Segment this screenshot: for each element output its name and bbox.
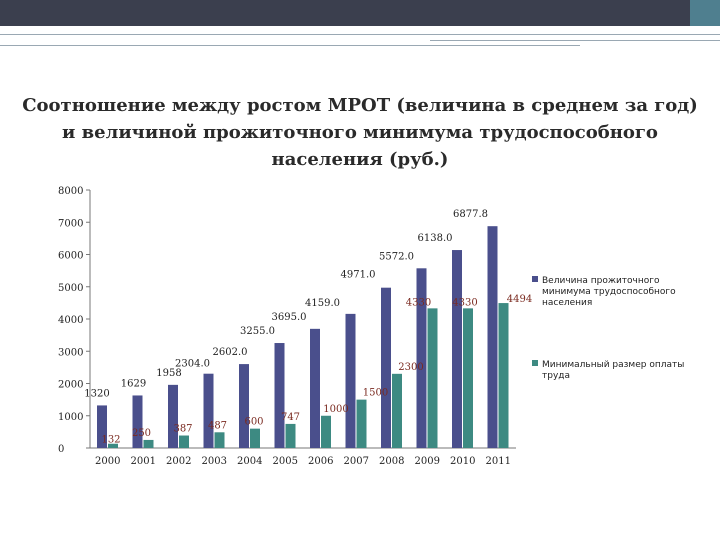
data-label-subsistence-minimum: 2304.0 — [175, 359, 210, 370]
bar-subsistence-minimum — [97, 405, 107, 448]
y-tick-label: 7000 — [58, 218, 83, 229]
legend-label-subsistence-minimum: населения — [542, 298, 592, 308]
data-label-minimum-wage: 387 — [173, 424, 192, 435]
legend-label-minimum-wage: Минимальный размер оплаты — [542, 360, 684, 370]
x-tick-label: 2001 — [131, 456, 156, 467]
x-tick-label: 2006 — [308, 456, 333, 467]
x-tick-label: 2008 — [379, 456, 404, 467]
legend-swatch-subsistence-minimum — [532, 276, 538, 282]
data-label-subsistence-minimum: 3695.0 — [272, 312, 307, 323]
data-label-subsistence-minimum: 1958 — [156, 368, 181, 379]
data-label-minimum-wage: 1500 — [363, 388, 388, 399]
y-tick-label: 4000 — [58, 315, 83, 326]
bar-subsistence-minimum — [274, 343, 285, 448]
bar-minimum-wage — [214, 432, 225, 448]
bar-subsistence-minimum — [168, 384, 178, 448]
bar-subsistence-minimum — [487, 226, 498, 448]
x-tick-label: 2004 — [237, 456, 262, 467]
bar-subsistence-minimum — [239, 364, 249, 448]
data-label-minimum-wage: 250 — [132, 428, 151, 439]
data-label-minimum-wage: 4494 — [507, 294, 532, 305]
bar-minimum-wage — [463, 308, 473, 448]
data-label-subsistence-minimum: 2602.0 — [213, 347, 248, 358]
data-label-subsistence-minimum: 6877.8 — [453, 209, 488, 220]
bar-subsistence-minimum — [381, 287, 391, 448]
chart-title: Соотношение между ростом МРОТ (величина … — [22, 95, 698, 170]
top-banner — [0, 0, 720, 26]
data-label-subsistence-minimum: 4971.0 — [341, 270, 376, 281]
decor-line-2 — [430, 40, 720, 41]
y-tick-label: 5000 — [58, 283, 83, 294]
x-tick-label: 2000 — [95, 456, 120, 467]
bar-subsistence-minimum — [310, 328, 320, 448]
data-label-subsistence-minimum: 1629 — [121, 378, 146, 389]
data-label-subsistence-minimum: 4159.0 — [305, 298, 340, 309]
bar-subsistence-minimum — [452, 250, 462, 448]
data-label-minimum-wage: 600 — [244, 417, 263, 428]
legend-label-subsistence-minimum: Величина прожиточного — [542, 276, 660, 286]
x-tick-label: 2005 — [273, 456, 298, 467]
y-tick-label: 0 — [58, 444, 64, 455]
bar-subsistence-minimum — [203, 373, 214, 448]
bar-minimum-wage — [392, 373, 402, 448]
data-label-minimum-wage: 4330 — [452, 297, 477, 308]
y-tick-label: 2000 — [58, 380, 83, 391]
y-tick-label: 3000 — [58, 347, 83, 358]
top-banner-accent — [690, 0, 720, 26]
bar-subsistence-minimum — [345, 313, 356, 448]
x-tick-label: 2003 — [202, 456, 227, 467]
y-tick-label: 8000 — [58, 186, 83, 197]
data-label-minimum-wage: 132 — [101, 435, 120, 446]
bar-minimum-wage — [108, 443, 118, 448]
legend-swatch-minimum-wage — [532, 360, 538, 366]
data-label-subsistence-minimum: 6138.0 — [418, 233, 453, 244]
data-label-minimum-wage: 2300 — [398, 362, 423, 373]
data-label-minimum-wage: 1000 — [323, 404, 348, 415]
bar-subsistence-minimum — [416, 268, 427, 448]
bar-minimum-wage — [143, 439, 154, 448]
x-tick-label: 2011 — [486, 456, 511, 467]
bar-minimum-wage — [356, 399, 367, 448]
y-tick-label: 6000 — [58, 251, 83, 262]
legend-label-minimum-wage: труда — [542, 371, 570, 381]
x-tick-label: 2010 — [450, 456, 475, 467]
x-tick-label: 2007 — [344, 456, 369, 467]
bar-minimum-wage — [321, 415, 331, 448]
data-label-subsistence-minimum: 5572.0 — [379, 251, 414, 262]
legend-label-subsistence-minimum: минимума трудоспособного — [542, 287, 676, 297]
data-label-subsistence-minimum: 1320 — [84, 388, 109, 399]
bar-minimum-wage — [285, 423, 296, 448]
bar-subsistence-minimum — [132, 395, 143, 448]
x-tick-label: 2002 — [166, 456, 191, 467]
decor-line-1 — [0, 34, 720, 35]
data-label-minimum-wage: 747 — [281, 412, 300, 423]
y-tick-label: 1000 — [58, 412, 83, 423]
top-banner-dark — [0, 0, 690, 26]
bar-minimum-wage — [250, 428, 260, 448]
bar-minimum-wage — [179, 435, 189, 448]
decor-line-3 — [0, 45, 580, 46]
x-tick-label: 2009 — [415, 456, 440, 467]
bar-minimum-wage — [427, 308, 438, 448]
data-label-minimum-wage: 487 — [208, 420, 227, 431]
data-label-minimum-wage: 4330 — [406, 297, 431, 308]
bar-minimum-wage — [498, 303, 509, 448]
data-label-subsistence-minimum: 3255.0 — [240, 326, 275, 337]
